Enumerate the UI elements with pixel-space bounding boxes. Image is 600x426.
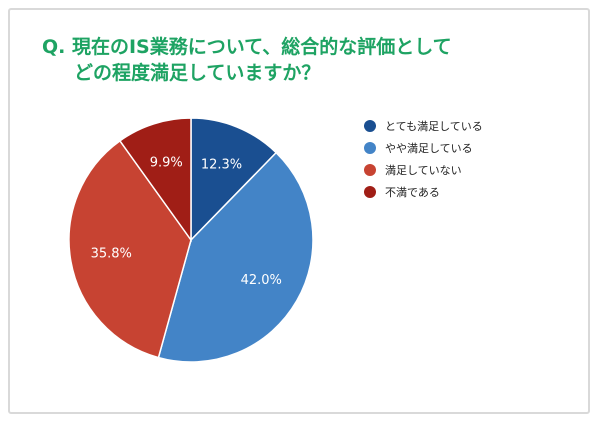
legend-label: とても満足している [385,119,483,133]
legend-swatch [364,163,376,176]
legend-swatch [364,119,376,132]
legend-label: 満足していない [385,163,462,177]
chart-title: Q. 現在のIS業務について、総合的な評価として どの程度満足していますか？ [42,34,562,86]
legend-item: 不満である [364,182,483,201]
chart-title-line-1: Q. 現在のIS業務について、総合的な評価として [42,36,452,58]
pie-slice [68,139,192,359]
legend-item: 満足していない [364,160,483,179]
slice-data-label: 35.8% [91,247,132,262]
legend: とても満足している やや満足している 満足していない 不満である [364,116,483,204]
legend-item: とても満足している [364,116,483,135]
slice-data-label: 42.0% [241,273,282,288]
legend-swatch [364,185,376,198]
pie-slice [118,117,192,243]
slice-data-label: 9.9% [150,155,183,170]
legend-item: やや満足している [364,138,483,157]
slice-data-label: 12.3% [201,157,242,172]
legend-label: やや満足している [385,141,473,155]
pie-slice [157,151,314,363]
chart-title-line-2: どの程度満足していますか？ [74,62,321,84]
legend-swatch [364,141,376,154]
pie-slice [190,117,278,242]
legend-label: 不満である [385,185,440,199]
